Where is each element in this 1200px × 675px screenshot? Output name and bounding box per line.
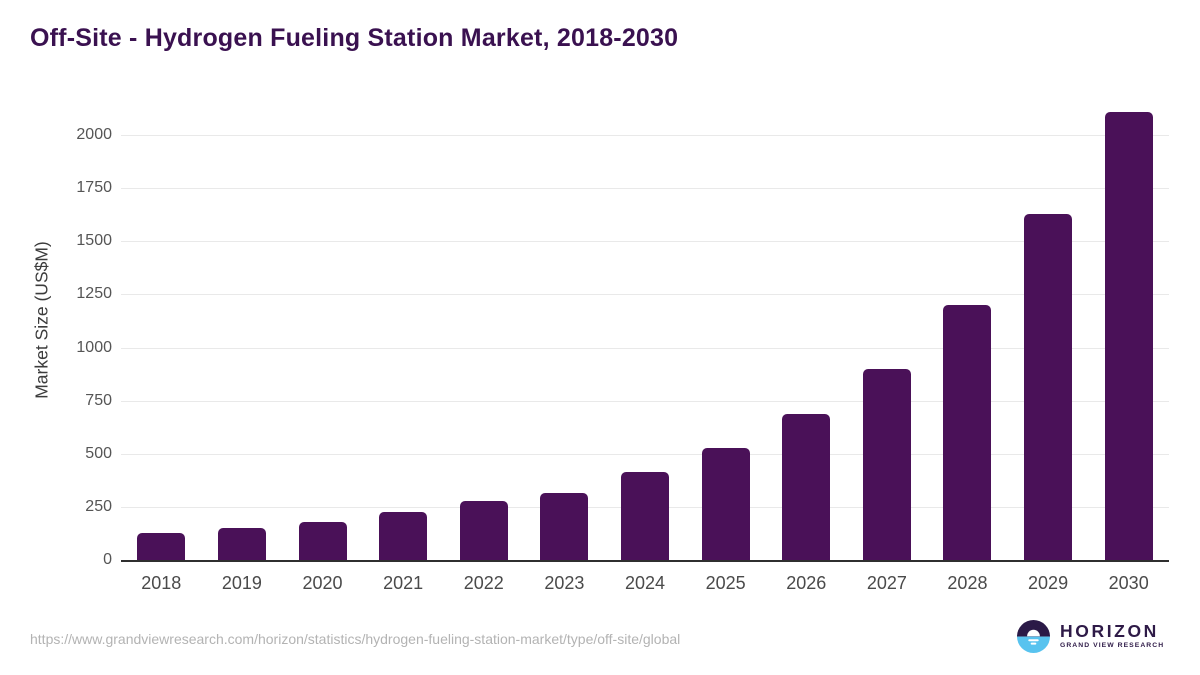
plot-area: 0 250 500 750 1000 1250 1500 1750 2000 2018 2019 20… (76, 108, 1169, 592)
y-tick-label-1750: 1750 (76, 179, 112, 197)
x-tick-label-2029: 2029 (1028, 573, 1069, 593)
bar-2019 (217, 527, 266, 560)
gridline-750 (121, 400, 1169, 402)
x-tick-label-2019: 2019 (221, 573, 262, 593)
x-tick-label-2024: 2024 (624, 573, 666, 593)
x-tick-label-2023: 2023 (544, 573, 585, 593)
x-tick-label-2021: 2021 (383, 573, 424, 593)
bar-2018 (137, 533, 186, 560)
source-url: https://www.grandviewresearch.com/horizo… (30, 631, 681, 647)
bar-2020 (298, 521, 347, 560)
logo-subtitle: GRAND VIEW RESEARCH (1060, 642, 1165, 650)
bar-2022 (459, 501, 508, 560)
bar-2030 (1104, 112, 1153, 560)
y-tick-label-0: 0 (103, 551, 112, 568)
gridline-2000 (121, 135, 1169, 136)
y-tick-label-1500: 1500 (76, 232, 112, 250)
gridline-500 (121, 453, 1169, 455)
x-tick-label-2026: 2026 (786, 573, 827, 593)
logo-name: HORIZON (1060, 620, 1159, 641)
y-tick-label-1000: 1000 (76, 338, 112, 356)
bar-2025 (701, 448, 750, 560)
x-tick-label-2020: 2020 (302, 573, 343, 593)
y-tick-label-750: 750 (85, 391, 112, 409)
y-tick-label-2000: 2000 (76, 126, 112, 143)
bar-2026 (782, 414, 831, 560)
bar-2024 (621, 472, 669, 560)
bar-2027 (862, 368, 911, 560)
logo-texts: HORIZON GRAND VIEW RESEARCH (1060, 620, 1165, 650)
bar-2029 (1024, 213, 1073, 560)
chart-title: Off-Site - Hydrogen Fueling Station Mark… (30, 24, 679, 52)
bar-2023 (540, 492, 589, 560)
horizon-sunset-icon (1017, 620, 1050, 653)
x-tick-label-2030: 2030 (1108, 573, 1149, 593)
gridline-1000 (121, 347, 1169, 349)
y-tick-label-500: 500 (85, 444, 112, 462)
x-tick-label-2028: 2028 (947, 573, 988, 593)
y-axis-title: Market Size (US$M) (31, 241, 52, 399)
x-tick-label-2025: 2025 (705, 573, 746, 593)
bar-2021 (379, 511, 428, 560)
y-tick-label-1250: 1250 (76, 285, 112, 303)
bar-2028 (943, 305, 992, 560)
x-tick-label-2027: 2027 (866, 573, 907, 593)
x-tick-label-2022: 2022 (463, 573, 504, 593)
gridline-1500 (121, 241, 1169, 243)
horizon-logo: HORIZON GRAND VIEW RESEARCH (1017, 620, 1164, 653)
x-tick-label-2018: 2018 (141, 573, 182, 593)
gridline-1250 (121, 294, 1169, 296)
y-tick-label-250: 250 (85, 497, 112, 515)
gridline-1750 (121, 188, 1169, 190)
